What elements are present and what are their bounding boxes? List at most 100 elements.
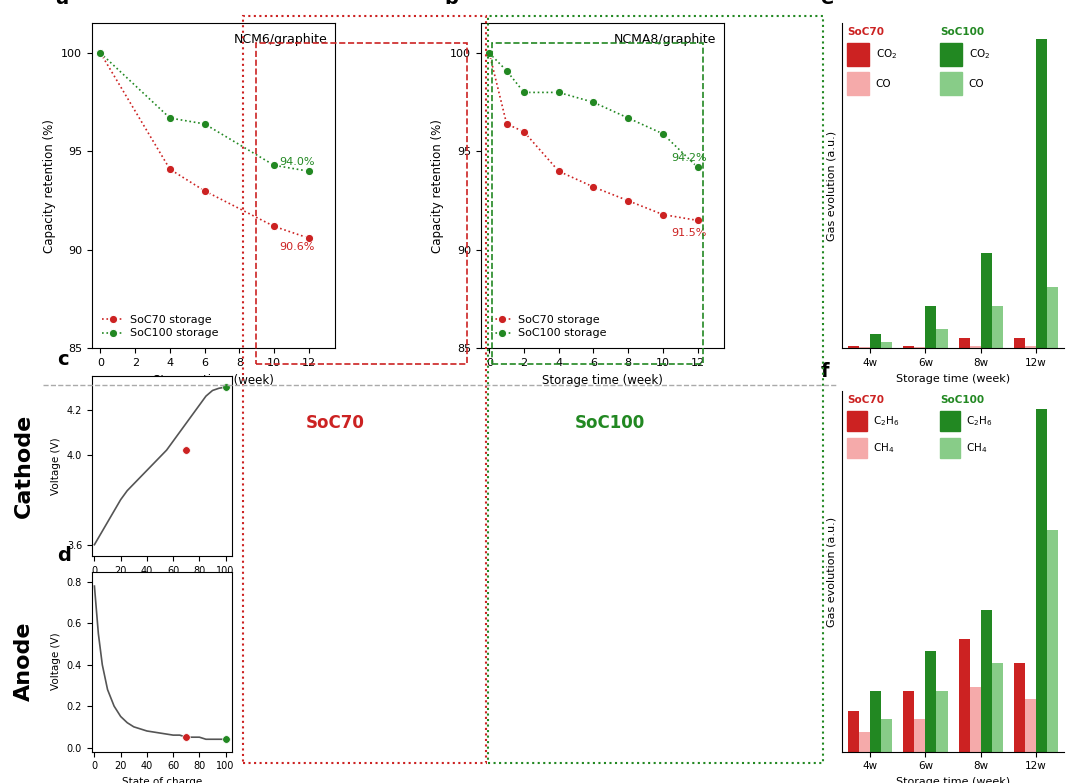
Line: SoC70 storage: SoC70 storage — [96, 49, 313, 242]
Text: CO$_2$: CO$_2$ — [876, 48, 897, 61]
Bar — [959, 639, 970, 752]
Text: CH$_4$: CH$_4$ — [874, 441, 894, 455]
Bar — [915, 720, 926, 752]
Bar — [870, 334, 881, 348]
SoC100 storage — [657, 129, 670, 139]
SoC70 storage — [552, 167, 565, 176]
Text: C$_2$H$_6$: C$_2$H$_6$ — [967, 414, 993, 428]
FancyBboxPatch shape — [847, 72, 869, 95]
Line: SoC70 storage: SoC70 storage — [485, 49, 702, 225]
Bar — [1048, 530, 1058, 752]
X-axis label: State of charge: State of charge — [122, 777, 202, 783]
X-axis label: Storage time (week): Storage time (week) — [896, 777, 1010, 783]
Bar — [1036, 39, 1048, 348]
Text: 90.6%: 90.6% — [280, 242, 314, 252]
SoC70 storage — [302, 233, 315, 243]
Text: SoC70: SoC70 — [847, 27, 883, 37]
SoC100 storage — [622, 114, 635, 123]
SoC70 storage — [94, 49, 107, 58]
SoC100 storage — [268, 161, 281, 170]
Text: SoC70: SoC70 — [847, 395, 883, 405]
SoC70 storage — [586, 182, 599, 192]
SoC70 storage — [657, 210, 670, 219]
SoC100 storage — [500, 66, 513, 75]
Bar — [936, 691, 947, 752]
SoC100 storage — [198, 119, 211, 128]
Text: CO$_2$: CO$_2$ — [969, 48, 990, 61]
X-axis label: State of charge: State of charge — [122, 581, 202, 591]
Bar — [926, 306, 936, 348]
FancyBboxPatch shape — [940, 43, 962, 66]
Text: NCMA8/graphite: NCMA8/graphite — [613, 33, 716, 46]
Text: Cathode: Cathode — [14, 413, 33, 518]
Line: SoC100 storage: SoC100 storage — [485, 49, 702, 171]
Text: Anode: Anode — [14, 622, 33, 702]
Y-axis label: Capacity retention (%): Capacity retention (%) — [431, 119, 444, 253]
Bar — [981, 253, 991, 348]
Bar — [881, 341, 892, 348]
FancyBboxPatch shape — [940, 438, 960, 458]
Text: NCM6/graphite: NCM6/graphite — [233, 33, 327, 46]
Text: 91.5%: 91.5% — [672, 228, 707, 238]
SoC70 storage — [500, 119, 513, 128]
Text: CO: CO — [969, 78, 984, 88]
SoC100 storage — [691, 163, 704, 172]
Y-axis label: Gas evolution (a.u.): Gas evolution (a.u.) — [827, 517, 837, 626]
Text: a: a — [55, 0, 68, 8]
Legend: SoC70 storage, SoC100 storage: SoC70 storage, SoC100 storage — [486, 311, 611, 343]
Y-axis label: Capacity retention (%): Capacity retention (%) — [42, 119, 55, 253]
X-axis label: Storage time (week): Storage time (week) — [542, 373, 662, 387]
Bar — [859, 731, 870, 752]
Line: SoC100 storage: SoC100 storage — [96, 49, 313, 175]
Bar — [1014, 663, 1025, 752]
SoC70 storage — [622, 196, 635, 205]
FancyBboxPatch shape — [847, 43, 869, 66]
Text: d: d — [57, 546, 70, 565]
X-axis label: Storage time (week): Storage time (week) — [153, 373, 273, 387]
Bar — [870, 691, 881, 752]
Text: SoC100: SoC100 — [940, 395, 984, 405]
Bar — [991, 663, 1003, 752]
Text: f: f — [821, 362, 828, 381]
Bar — [903, 346, 915, 348]
SoC100 storage — [586, 98, 599, 107]
Text: 94.2%: 94.2% — [672, 153, 707, 164]
SoC70 storage — [198, 186, 211, 196]
Bar — [926, 651, 936, 752]
Text: CO: CO — [876, 78, 891, 88]
Y-axis label: Voltage (V): Voltage (V) — [51, 437, 62, 495]
Bar — [881, 720, 892, 752]
SoC70 storage — [483, 49, 496, 58]
Text: SoC70: SoC70 — [306, 414, 364, 431]
Bar — [1025, 346, 1036, 348]
Text: c: c — [57, 350, 68, 369]
Bar — [959, 338, 970, 348]
SoC100 storage — [94, 49, 107, 58]
SoC100 storage — [302, 167, 315, 176]
Legend: SoC70 storage, SoC100 storage: SoC70 storage, SoC100 storage — [97, 311, 222, 343]
FancyBboxPatch shape — [847, 438, 867, 458]
Text: e: e — [821, 0, 834, 8]
SoC100 storage — [552, 88, 565, 97]
SoC70 storage — [517, 127, 530, 136]
Text: SoC100: SoC100 — [575, 414, 646, 431]
SoC70 storage — [163, 164, 176, 174]
Text: C$_2$H$_6$: C$_2$H$_6$ — [874, 414, 900, 428]
Bar — [981, 611, 991, 752]
Bar — [1048, 287, 1058, 348]
Bar — [970, 687, 981, 752]
SoC70 storage — [691, 216, 704, 226]
Y-axis label: Voltage (V): Voltage (V) — [51, 633, 62, 691]
SoC100 storage — [163, 114, 176, 123]
Text: 94.0%: 94.0% — [280, 157, 314, 168]
SoC70 storage — [268, 222, 281, 231]
FancyBboxPatch shape — [940, 411, 960, 431]
Bar — [903, 691, 915, 752]
Bar — [1036, 409, 1048, 752]
Bar — [848, 346, 859, 348]
Bar — [991, 306, 1003, 348]
Bar — [1025, 699, 1036, 752]
Text: CH$_4$: CH$_4$ — [967, 441, 988, 455]
Bar — [970, 346, 981, 348]
Text: SoC100: SoC100 — [940, 27, 984, 37]
